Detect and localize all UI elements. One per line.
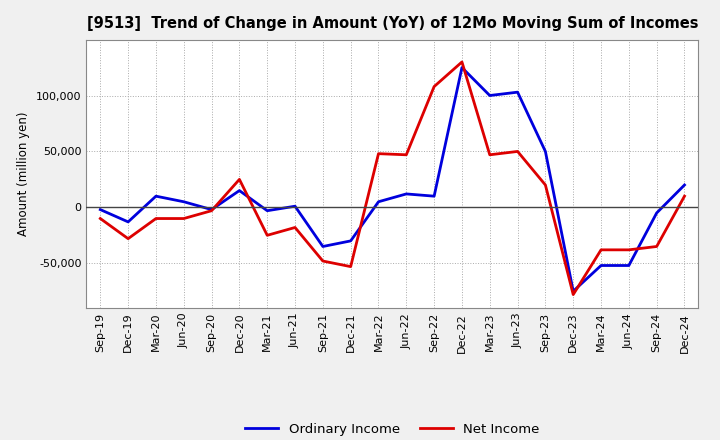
Legend: Ordinary Income, Net Income: Ordinary Income, Net Income	[240, 418, 545, 440]
Net Income	[124, 236, 132, 241]
Net Income	[235, 177, 243, 182]
Ordinary Income	[624, 263, 633, 268]
Ordinary Income	[458, 65, 467, 70]
Ordinary Income	[597, 263, 606, 268]
Net Income	[318, 258, 327, 264]
Ordinary Income	[569, 289, 577, 294]
Net Income	[680, 194, 689, 199]
Net Income	[485, 152, 494, 158]
Ordinary Income	[680, 182, 689, 187]
Net Income	[402, 152, 410, 158]
Ordinary Income	[541, 149, 550, 154]
Net Income	[179, 216, 188, 221]
Ordinary Income	[291, 204, 300, 209]
Net Income	[597, 247, 606, 253]
Ordinary Income	[207, 207, 216, 212]
Ordinary Income	[430, 194, 438, 199]
Net Income	[291, 225, 300, 230]
Y-axis label: Amount (million yen): Amount (million yen)	[17, 112, 30, 236]
Ordinary Income	[179, 199, 188, 205]
Ordinary Income	[96, 207, 104, 212]
Net Income	[513, 149, 522, 154]
Net Income	[207, 208, 216, 213]
Net Income	[652, 244, 661, 249]
Net Income	[346, 264, 355, 269]
Ordinary Income	[346, 238, 355, 244]
Ordinary Income	[318, 244, 327, 249]
Net Income	[263, 233, 271, 238]
Ordinary Income	[374, 199, 383, 205]
Ordinary Income	[124, 219, 132, 224]
Line: Net Income: Net Income	[100, 62, 685, 295]
Title: [9513]  Trend of Change in Amount (YoY) of 12Mo Moving Sum of Incomes: [9513] Trend of Change in Amount (YoY) o…	[86, 16, 698, 32]
Ordinary Income	[652, 210, 661, 216]
Ordinary Income	[485, 93, 494, 98]
Ordinary Income	[263, 208, 271, 213]
Ordinary Income	[235, 188, 243, 193]
Net Income	[96, 216, 104, 221]
Net Income	[624, 247, 633, 253]
Ordinary Income	[152, 194, 161, 199]
Net Income	[152, 216, 161, 221]
Ordinary Income	[402, 191, 410, 197]
Net Income	[430, 84, 438, 89]
Net Income	[541, 182, 550, 187]
Net Income	[569, 292, 577, 297]
Net Income	[458, 59, 467, 65]
Net Income	[374, 151, 383, 156]
Line: Ordinary Income: Ordinary Income	[100, 68, 685, 291]
Ordinary Income	[513, 89, 522, 95]
